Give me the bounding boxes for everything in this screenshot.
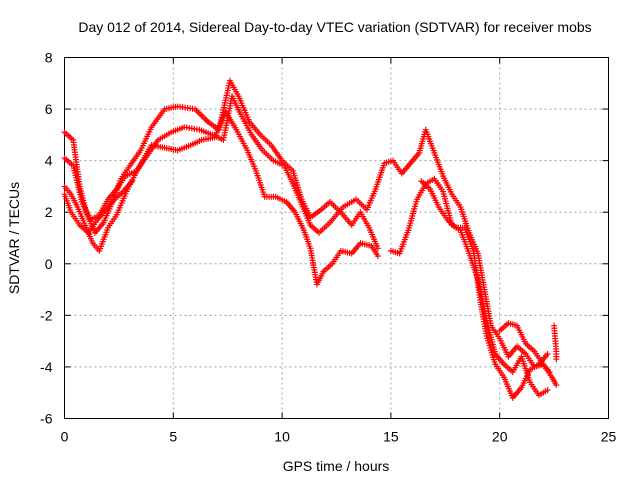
y-tick-label: -4	[40, 359, 53, 375]
y-tick-label: -2	[40, 307, 53, 323]
x-axis-label: GPS time / hours	[283, 458, 390, 474]
data-point-trace-7	[553, 381, 560, 388]
ticks	[64, 57, 609, 419]
data-point-trace-8	[553, 356, 560, 363]
y-tick-label: -6	[40, 411, 53, 427]
x-tick-label: 25	[601, 429, 617, 445]
x-tick-label: 20	[492, 429, 508, 445]
data-point-trace-5	[544, 387, 551, 394]
x-tick-label: 0	[61, 429, 69, 445]
y-tick-label: 8	[45, 50, 53, 66]
x-tick-label: 5	[169, 429, 177, 445]
data-points	[61, 77, 560, 401]
y-tick-label: 4	[45, 153, 53, 169]
tick-labels: 0 5 10 15 20 25 -6 -4 -2 0 2 4 6 8	[40, 50, 616, 445]
chart-title: Day 012 of 2014, Sidereal Day-to-day VTE…	[78, 19, 591, 35]
x-tick-label: 10	[274, 429, 290, 445]
grid	[64, 57, 609, 419]
x-tick-label: 15	[383, 429, 399, 445]
plot-frame	[64, 57, 609, 419]
y-tick-label: 6	[45, 101, 53, 117]
y-tick-label: 2	[45, 204, 53, 220]
data-point-trace-6	[544, 351, 551, 358]
data-point-trace-3	[374, 253, 381, 260]
data-point-trace-4	[128, 178, 135, 185]
data-point-trace-1	[374, 245, 381, 252]
y-tick-label: 0	[45, 256, 53, 272]
y-axis-label: SDTVAR / TECUs	[6, 182, 22, 294]
